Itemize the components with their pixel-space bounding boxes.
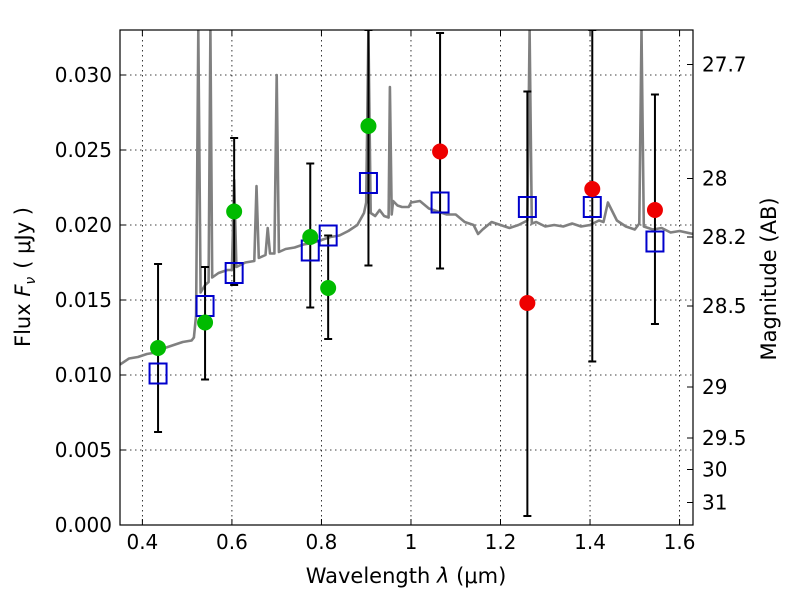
model-photometry-square — [358, 172, 378, 194]
model-photometry-square — [318, 224, 338, 247]
green-data-point — [226, 203, 243, 220]
model-photometry-square — [645, 230, 665, 253]
red-data-point — [646, 202, 663, 218]
y-tick-label: 0.030 — [55, 63, 112, 87]
x-tick-label: 0.8 — [306, 530, 338, 554]
right-tick-label: 28 — [702, 167, 727, 191]
x-tick-label: 1.6 — [664, 530, 696, 554]
x-tick-label: 0.6 — [216, 530, 248, 554]
y-tick-label: 0.020 — [55, 213, 112, 237]
x-tick-label: 1.4 — [574, 530, 606, 554]
y-tick-label: 0.010 — [55, 363, 112, 387]
x-tick-label: 0.4 — [126, 530, 158, 554]
x-tick-label: 1 — [405, 530, 418, 554]
green-data-point — [197, 314, 214, 331]
y-tick-label: 0.025 — [55, 138, 112, 162]
plot-area — [120, 30, 693, 517]
grid-lines — [120, 30, 693, 526]
model-photometry-square — [430, 191, 450, 214]
green-data-point — [302, 229, 319, 245]
red-data-point — [432, 143, 449, 160]
model-photometry-square — [148, 362, 168, 385]
model-photometry-square — [224, 262, 244, 284]
green-data-point — [150, 340, 167, 356]
green-data-point — [320, 280, 337, 296]
right-axis-title: Magnitude (AB) — [757, 197, 781, 360]
green-data-point — [360, 118, 377, 134]
right-tick-label: 27.7 — [702, 53, 747, 77]
x-tick-label: 1.2 — [485, 530, 517, 554]
right-tick-label: 28.2 — [702, 225, 747, 249]
y-tick-label: 0.000 — [55, 513, 112, 537]
plot-frame — [119, 29, 694, 526]
red-data-point — [519, 295, 536, 311]
y-tick-label: 0.005 — [55, 438, 112, 462]
x-axis-title: Wavelength λ (μm) — [306, 564, 507, 588]
right-tick-label: 29 — [702, 375, 727, 399]
right-tick-label: 30 — [702, 458, 727, 482]
right-tick-label: 31 — [702, 491, 727, 515]
right-tick-label: 29.5 — [702, 426, 747, 450]
model-spectrum-line — [120, 30, 693, 366]
axis-ticks: 0.4 0.6 0.8 1 1.2 1.4 1.6 0.000 0.005 0.010 0.015 0… — [55, 30, 747, 554]
right-tick-label: 28.5 — [702, 294, 747, 318]
model-photometry-square — [517, 196, 537, 218]
red-data-point — [584, 181, 601, 197]
y-tick-label: 0.015 — [55, 288, 112, 312]
y-axis-title: Flux Fν( μJy ) — [11, 207, 39, 347]
